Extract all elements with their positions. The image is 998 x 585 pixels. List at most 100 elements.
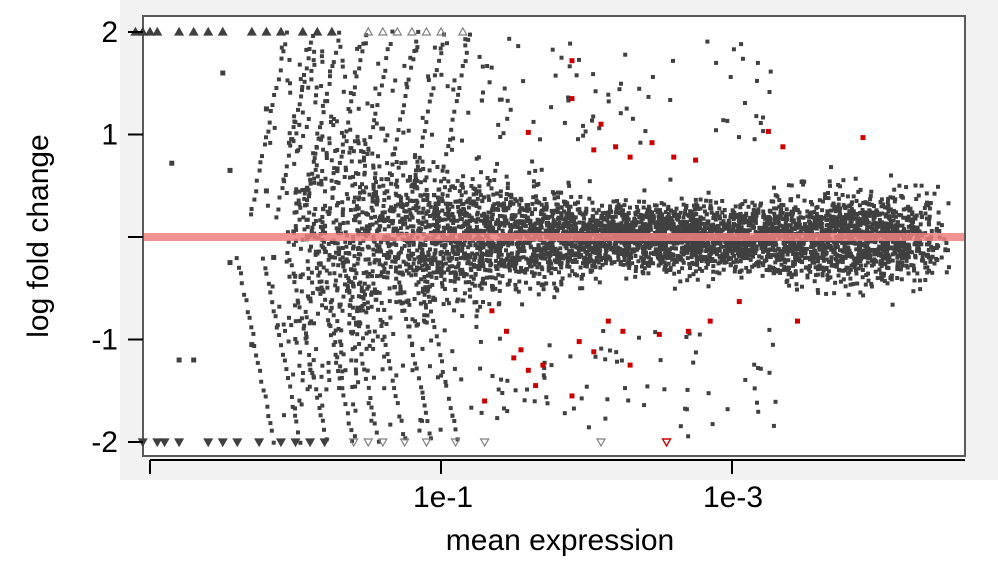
data-point (455, 252, 460, 256)
data-point (368, 222, 373, 227)
data-point (538, 221, 543, 226)
data-point (350, 183, 355, 188)
data-point (892, 187, 897, 192)
data-point (364, 230, 369, 235)
data-point (482, 221, 487, 226)
data-point (910, 212, 915, 217)
data-point (825, 273, 830, 278)
data-point (481, 218, 486, 223)
data-point (294, 340, 299, 345)
data-point (336, 326, 341, 331)
data-point (437, 266, 442, 270)
data-point (363, 257, 368, 262)
data-point (435, 165, 440, 169)
data-point (566, 220, 571, 225)
data-point (301, 371, 305, 375)
data-point (569, 240, 574, 245)
data-point (481, 300, 485, 304)
data-point (906, 229, 911, 234)
data-point (565, 213, 570, 218)
data-point (665, 207, 670, 212)
data-point (393, 203, 398, 208)
data-point (321, 147, 326, 152)
data-point (620, 229, 625, 234)
data-point (819, 230, 824, 235)
data-point (502, 218, 507, 223)
data-point (678, 210, 683, 215)
data-point (441, 229, 446, 234)
data-point (569, 223, 574, 228)
data-point (912, 215, 917, 220)
data-point (711, 264, 716, 269)
data-point (434, 241, 439, 246)
data-point (599, 213, 604, 218)
data-point (443, 217, 448, 222)
data-point (487, 268, 492, 273)
data-point (479, 281, 484, 286)
data-point (633, 269, 638, 273)
data-point (347, 150, 352, 155)
data-point (374, 220, 379, 225)
data-point (671, 252, 676, 257)
data-point (789, 229, 794, 233)
data-point (393, 259, 398, 264)
data-point (836, 196, 841, 201)
data-point (377, 218, 381, 223)
data-point (642, 245, 647, 250)
data-point (310, 291, 315, 296)
data-point (710, 224, 715, 228)
data-point (431, 270, 436, 275)
data-point (889, 173, 893, 178)
data-point (373, 176, 377, 181)
data-point (561, 256, 566, 261)
data-point (753, 217, 758, 222)
data-point (480, 240, 485, 245)
data-point (809, 210, 814, 215)
data-point (734, 259, 739, 264)
data-point (594, 256, 599, 260)
data-point (468, 243, 473, 248)
data-point (336, 246, 341, 251)
data-point (586, 241, 591, 246)
data-point (757, 240, 762, 245)
data-point (450, 204, 455, 209)
data-point (656, 263, 661, 268)
data-point (901, 255, 906, 260)
data-point (432, 178, 437, 183)
data-point (564, 220, 569, 225)
data-point (369, 215, 374, 220)
data-point (784, 212, 789, 217)
data-point (584, 206, 589, 211)
data-point (767, 226, 772, 231)
data-point (693, 269, 698, 274)
data-point (669, 246, 674, 251)
data-point (627, 265, 632, 270)
data-point (340, 260, 345, 265)
data-point (737, 242, 741, 247)
data-point (348, 127, 353, 132)
data-point (350, 347, 355, 352)
data-point (352, 218, 356, 222)
data-point (583, 256, 588, 261)
data-point (694, 253, 699, 258)
data-point (638, 225, 643, 230)
data-point (739, 275, 744, 280)
data-point (423, 192, 427, 197)
data-point (866, 246, 871, 251)
data-point (598, 254, 603, 259)
data-point (404, 192, 409, 197)
data-point (648, 251, 653, 256)
data-point (653, 230, 657, 235)
data-point (865, 213, 870, 218)
data-point (445, 205, 450, 210)
data-point (691, 272, 696, 277)
data-point (426, 250, 431, 255)
data-point (806, 267, 811, 272)
data-point (487, 197, 491, 202)
data-point (600, 243, 605, 248)
data-point (947, 265, 951, 270)
data-point (306, 172, 311, 177)
data-point (583, 210, 588, 215)
data-point (814, 205, 819, 210)
data-point (665, 215, 670, 220)
